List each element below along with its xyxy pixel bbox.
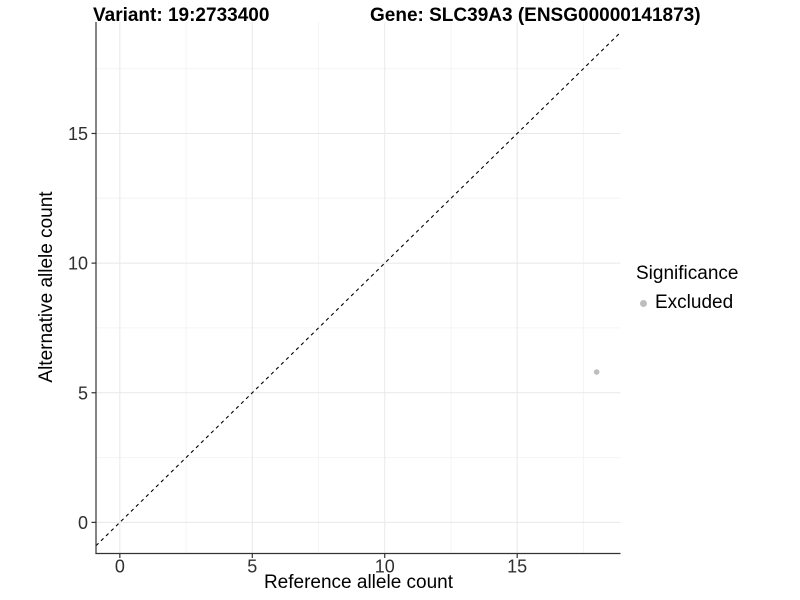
legend-item-excluded: Excluded (636, 292, 738, 314)
x-tick-label: 10 (375, 557, 395, 577)
legend-item-label: Excluded (655, 292, 734, 313)
x-tick-label: 0 (115, 557, 125, 577)
x-axis-title: Reference allele count (263, 572, 454, 593)
legend-key-dot-icon (640, 299, 647, 307)
y-tick-label: 5 (78, 383, 88, 403)
gene-title: Gene: SLC39A3 (ENSG00000141873) (370, 5, 701, 26)
x-tick-label: 15 (507, 557, 527, 577)
variant-title: Variant: 19:2733400 (93, 5, 270, 26)
legend-title: Significance (636, 263, 739, 284)
y-tick-label: 0 (78, 513, 88, 533)
y-tick-label: 10 (68, 254, 88, 274)
y-axis-title: Alternative allele count (36, 191, 57, 383)
identity-line (95, 31, 621, 547)
legend: Significance Excluded (636, 263, 738, 314)
y-tick-label: 15 (68, 124, 88, 144)
x-tick-label: 5 (247, 557, 257, 577)
data-point (593, 369, 600, 375)
